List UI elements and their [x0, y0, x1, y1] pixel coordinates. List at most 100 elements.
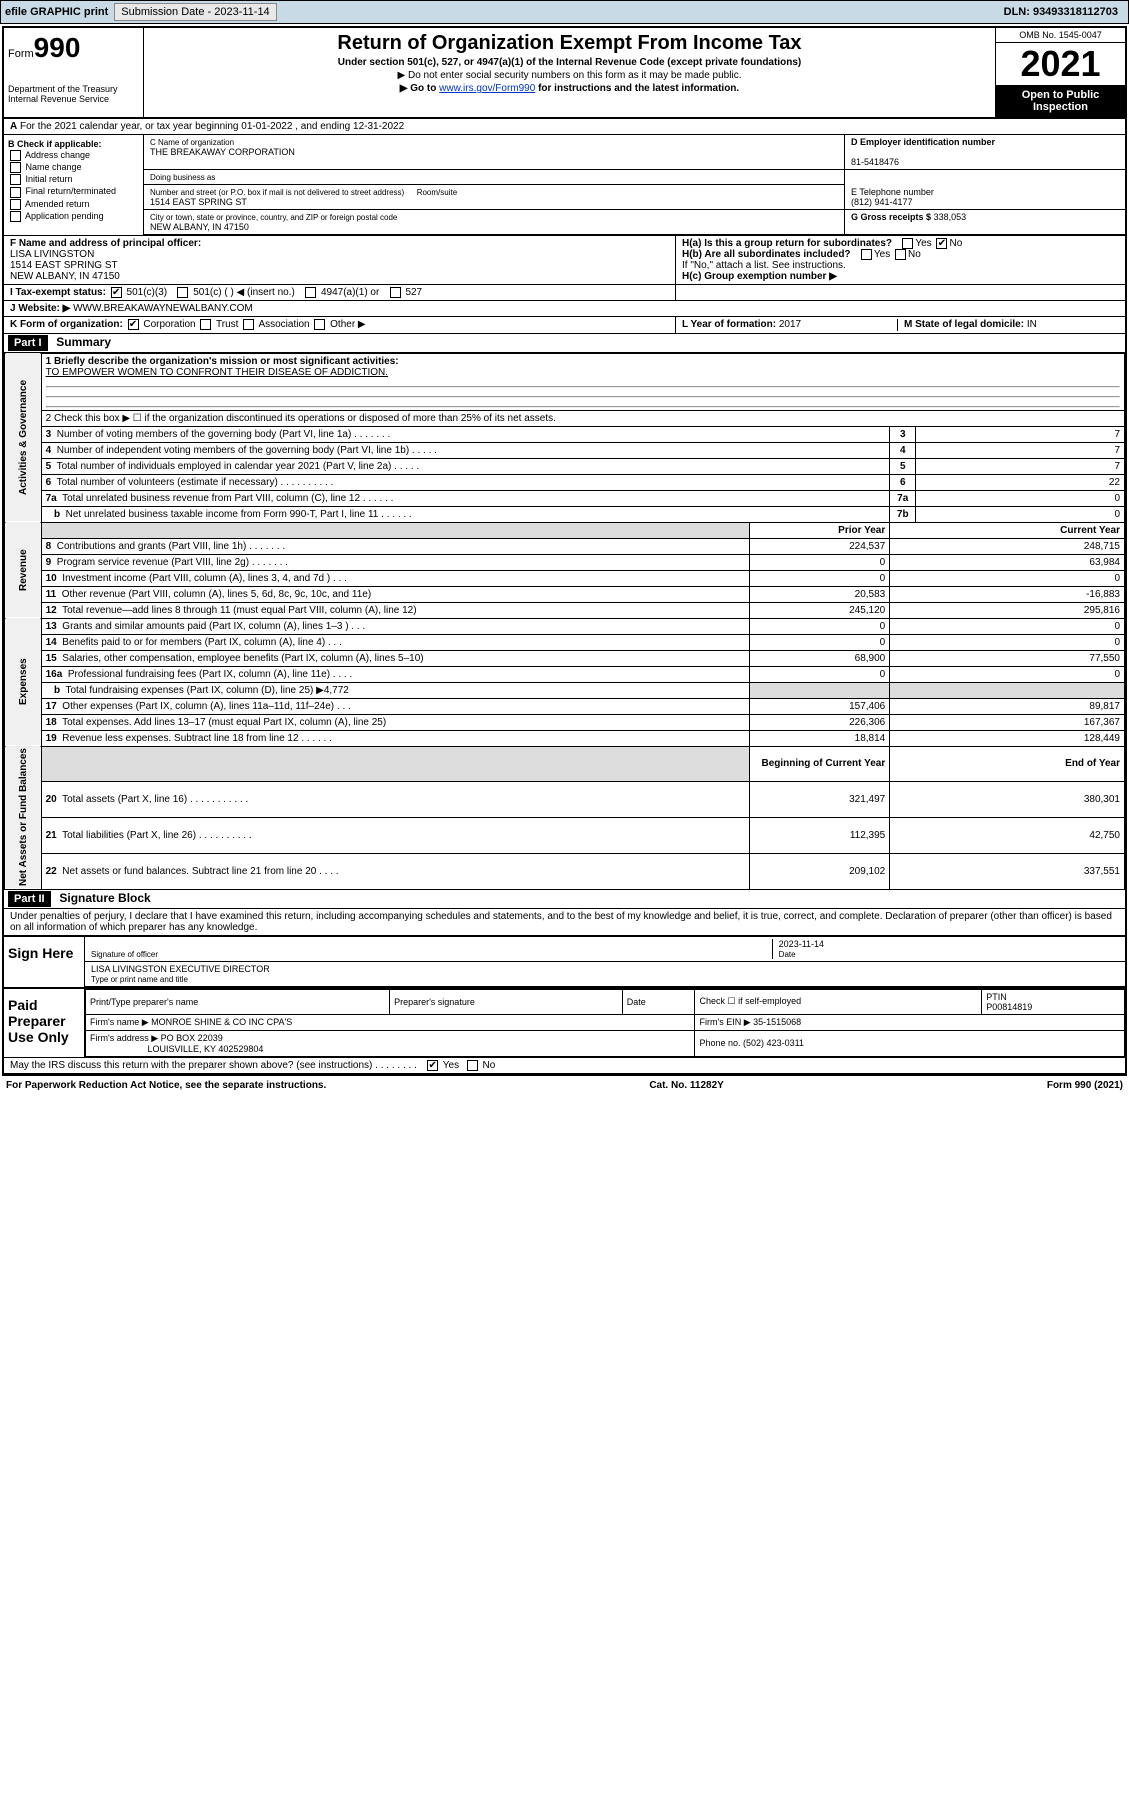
q1: 1 Briefly describe the organization's mi…	[41, 353, 1124, 410]
prep-sig: Preparer's signature	[390, 989, 623, 1014]
exp-row-14: 14 Benefits paid to or for members (Part…	[5, 634, 1125, 650]
prep-ptin: PTINP00814819	[982, 989, 1125, 1014]
chk-initial-return[interactable]: Initial return	[8, 174, 139, 185]
form-subtitle: Under section 501(c), 527, or 4947(a)(1)…	[338, 57, 801, 68]
net-row-21: 21 Total liabilities (Part X, line 26) .…	[5, 818, 1125, 854]
goto-line: ▶ Go to www.irs.gov/Form990 for instruct…	[148, 83, 991, 94]
exp-row-16b: b Total fundraising expenses (Part IX, c…	[5, 682, 1125, 698]
exp-row-16a: 16a Professional fundraising fees (Part …	[5, 666, 1125, 682]
col-cd: C Name of organization THE BREAKAWAY COR…	[144, 135, 1125, 235]
section-revenue: Revenue	[5, 522, 42, 618]
gov-row-6: 6 Total number of volunteers (estimate i…	[5, 474, 1125, 490]
gov-row-7b: b Net unrelated business taxable income …	[5, 506, 1125, 522]
exp-row-19: 19 Revenue less expenses. Subtract line …	[5, 730, 1125, 746]
box-e-phone: E Telephone number (812) 941-4177	[845, 185, 1125, 210]
net-row-22: 22 Net assets or fund balances. Subtract…	[5, 853, 1125, 889]
box-c-street: Number and street (or P.O. box if mail i…	[144, 185, 845, 210]
rev-row-10: 10 Investment income (Part VIII, column …	[5, 570, 1125, 586]
chk-app-pending[interactable]: Application pending	[8, 211, 139, 222]
chk-address-change[interactable]: Address change	[8, 150, 139, 161]
form-ref: Form 990 (2021)	[1047, 1080, 1123, 1091]
omb-number: OMB No. 1545-0047	[996, 28, 1125, 43]
rev-row-8: 8 Contributions and grants (Part VIII, l…	[5, 538, 1125, 554]
row-a-tax-year: A For the 2021 calendar year, or tax yea…	[4, 119, 1125, 135]
part1-table: Activities & Governance 1 Briefly descri…	[4, 353, 1125, 890]
page-footer: For Paperwork Reduction Act Notice, see …	[0, 1078, 1129, 1093]
gov-row-3: 3 Number of voting members of the govern…	[5, 426, 1125, 442]
prep-date: Date	[622, 989, 695, 1014]
efile-label: efile GRAPHIC print	[5, 6, 108, 18]
box-b-title: B Check if applicable:	[8, 139, 102, 149]
row-k: K Form of organization: ✔ Corporation Tr…	[4, 317, 675, 332]
exp-row-18: 18 Total expenses. Add lines 13–17 (must…	[5, 714, 1125, 730]
dept-label: Department of the Treasury	[8, 84, 139, 94]
header-mid: Return of Organization Exempt From Incom…	[144, 28, 995, 117]
header-left: Form990 Department of the Treasury Inter…	[4, 28, 144, 117]
form-header: Form990 Department of the Treasury Inter…	[4, 28, 1125, 119]
firm-name: Firm's name ▶ MONROE SHINE & CO INC CPA'…	[86, 1014, 695, 1030]
irs-label: Internal Revenue Service	[8, 94, 139, 104]
box-b: B Check if applicable: Address change Na…	[4, 135, 144, 235]
gov-row-5: 5 Total number of individuals employed i…	[5, 458, 1125, 474]
may-irs-discuss: May the IRS discuss this return with the…	[4, 1057, 1125, 1074]
sig-date: 2023-11-14Date	[772, 939, 1119, 959]
firm-addr: Firm's address ▶ PO BOX 22039 LOUISVILLE…	[86, 1030, 695, 1056]
box-d-ein: D Employer identification number 81-5418…	[845, 135, 1125, 170]
firm-phone: Phone no. (502) 423-0311	[695, 1030, 1125, 1056]
chk-amended[interactable]: Amended return	[8, 199, 139, 210]
gov-row-7a: 7a Total unrelated business revenue from…	[5, 490, 1125, 506]
exp-row-17: 17 Other expenses (Part IX, column (A), …	[5, 698, 1125, 714]
submission-date-button[interactable]: Submission Date - 2023-11-14	[114, 3, 276, 21]
sign-here-label: Sign Here	[4, 937, 84, 987]
topbar: efile GRAPHIC print Submission Date - 20…	[0, 0, 1129, 24]
row-j: J Website: ▶ WWW.BREAKAWAYNEWALBANY.COM	[4, 301, 1125, 317]
box-f: F Name and address of principal officer:…	[4, 236, 675, 284]
box-c-dba: Doing business as	[144, 170, 845, 185]
paid-preparer-label: Paid Preparer Use Only	[4, 989, 84, 1057]
box-c-name: C Name of organization THE BREAKAWAY COR…	[144, 135, 845, 170]
form-title: Return of Organization Exempt From Incom…	[148, 32, 991, 55]
net-row-20: 20 Total assets (Part X, line 16) . . . …	[5, 782, 1125, 818]
firm-ein: Firm's EIN ▶ 35-1515068	[695, 1014, 1125, 1030]
irs-link[interactable]: www.irs.gov/Form990	[439, 83, 535, 94]
form-990: Form990 Department of the Treasury Inter…	[2, 26, 1127, 1076]
preparer-table: Print/Type preparer's name Preparer's si…	[85, 989, 1125, 1057]
dln-label: DLN: 93493318112703	[1004, 6, 1118, 18]
row-ij: I Tax-exempt status: ✔ 501(c)(3) 501(c) …	[4, 285, 1125, 301]
rev-row-12: 12 Total revenue—add lines 8 through 11 …	[5, 602, 1125, 618]
row-l: L Year of formation: 2017	[682, 319, 897, 330]
box-c-city: City or town, state or province, country…	[144, 210, 845, 235]
part2-header: Part II Signature Block	[4, 890, 1125, 909]
sig-name-title: LISA LIVINGSTON EXECUTIVE DIRECTOR Type …	[85, 962, 1125, 987]
chk-name-change[interactable]: Name change	[8, 162, 139, 173]
sign-here-section: Sign Here Signature of officer 2023-11-1…	[4, 935, 1125, 987]
prep-name: Print/Type preparer's name	[86, 989, 390, 1014]
paid-preparer-section: Paid Preparer Use Only Print/Type prepar…	[4, 987, 1125, 1057]
section-bcd: B Check if applicable: Address change Na…	[4, 135, 1125, 236]
exp-row-15: 15 Salaries, other compensation, employe…	[5, 650, 1125, 666]
box-h: H(a) Is this a group return for subordin…	[675, 236, 1125, 284]
chk-final-return[interactable]: Final return/terminated	[8, 186, 139, 197]
row-fh: F Name and address of principal officer:…	[4, 236, 1125, 285]
row-klm: K Form of organization: ✔ Corporation Tr…	[4, 317, 1125, 333]
rev-row-9: 9 Program service revenue (Part VIII, li…	[5, 554, 1125, 570]
declaration: Under penalties of perjury, I declare th…	[4, 909, 1125, 935]
section-governance: Activities & Governance	[5, 353, 42, 522]
prep-selfemp: Check ☐ if self-employed	[695, 989, 982, 1014]
ssn-warning: ▶ Do not enter social security numbers o…	[148, 70, 991, 81]
row-m: M State of legal domicile: IN	[897, 319, 1119, 330]
header-right: OMB No. 1545-0047 2021 Open to Public In…	[995, 28, 1125, 117]
q2: 2 Check this box ▶ ☐ if the organization…	[41, 410, 1124, 426]
gov-row-4: 4 Number of independent voting members o…	[5, 442, 1125, 458]
row-i: I Tax-exempt status: ✔ 501(c)(3) 501(c) …	[4, 285, 675, 300]
part1-header: Part I Summary	[4, 334, 1125, 353]
sig-officer: Signature of officer	[91, 939, 772, 959]
rev-row-11: 11 Other revenue (Part VIII, column (A),…	[5, 586, 1125, 602]
form-number: Form990	[8, 32, 139, 64]
pra-notice: For Paperwork Reduction Act Notice, see …	[6, 1080, 326, 1091]
tax-year: 2021	[996, 43, 1125, 85]
section-expenses: Expenses	[5, 618, 42, 746]
open-public-badge: Open to Public Inspection	[996, 85, 1125, 117]
cat-no: Cat. No. 11282Y	[649, 1080, 723, 1091]
section-netassets: Net Assets or Fund Balances	[5, 746, 42, 889]
